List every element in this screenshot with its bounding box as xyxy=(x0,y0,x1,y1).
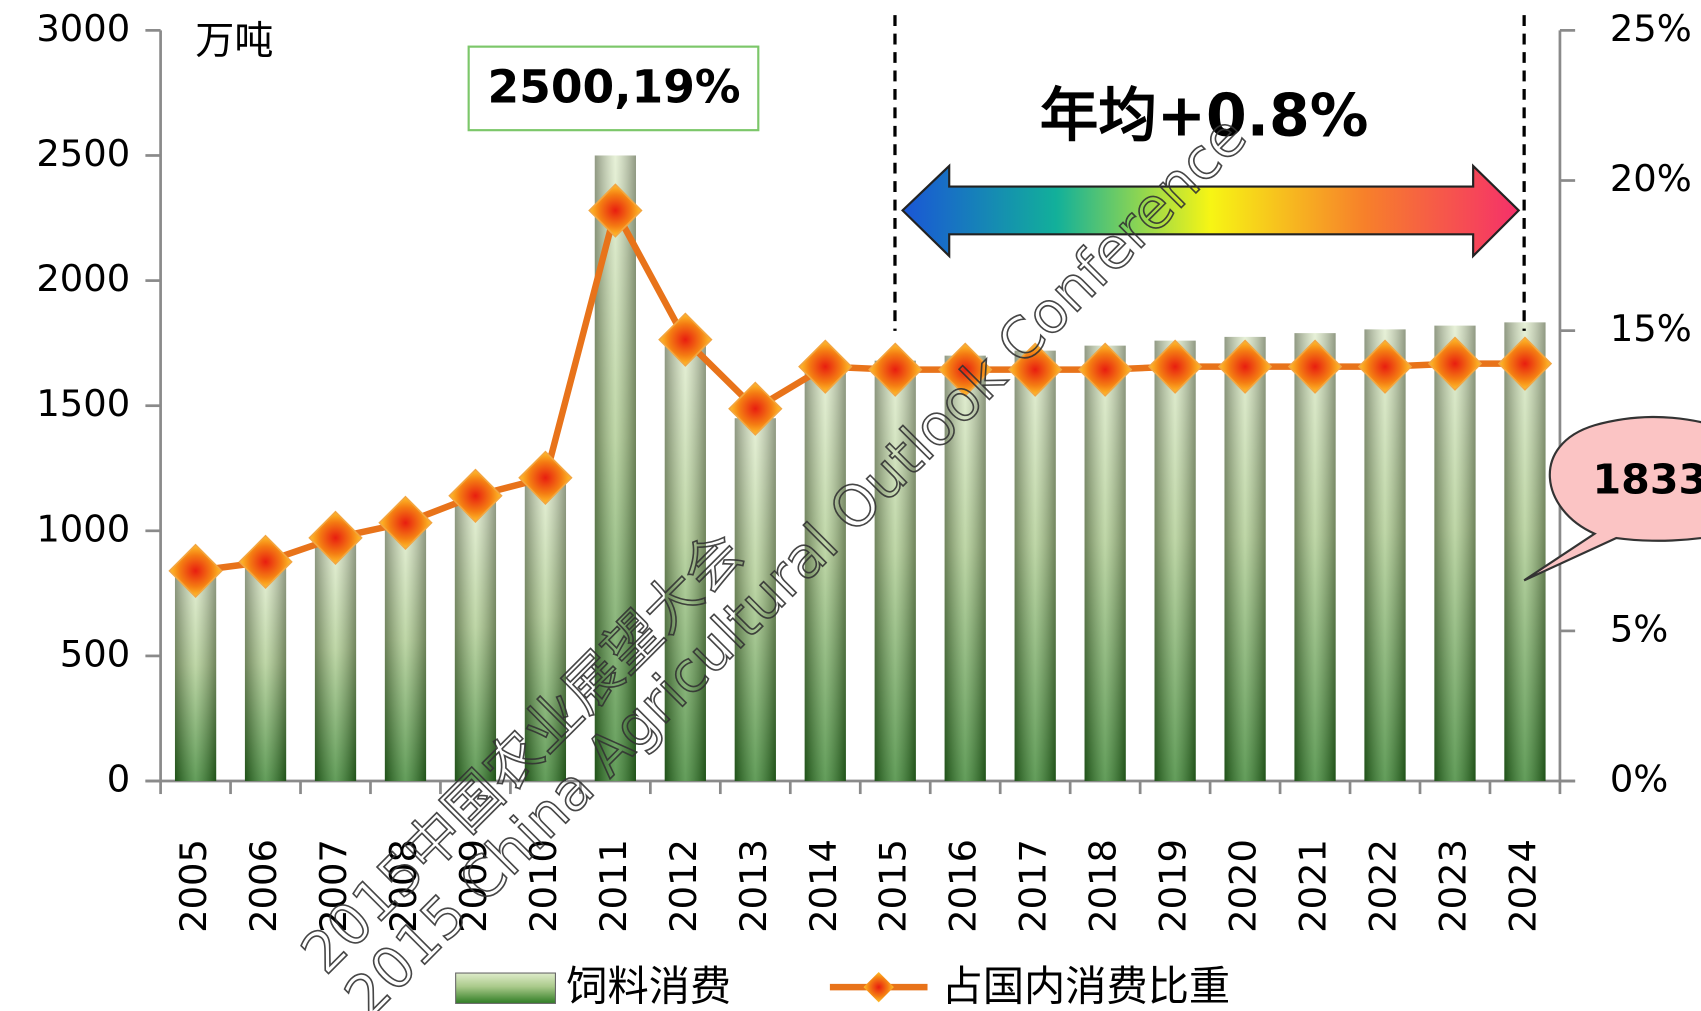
y-tick-label: 2000 xyxy=(36,257,130,300)
x-tick-label: 2008 xyxy=(382,839,425,933)
annotation: 年均+0.8% xyxy=(1040,81,1369,149)
range-arrow xyxy=(901,163,1521,259)
x-tick-label: 2021 xyxy=(1292,839,1335,933)
bar-shade xyxy=(944,355,986,782)
bar-shade xyxy=(734,418,776,782)
line-marker xyxy=(238,534,293,590)
line-marker xyxy=(868,342,923,397)
legend-label: 占国内消费比重 xyxy=(942,962,1231,1010)
x-tick-label: 2005 xyxy=(172,839,215,933)
annotation: 2500,19% xyxy=(487,61,740,114)
bar-shade xyxy=(804,365,846,782)
bar-shade xyxy=(1014,350,1056,782)
bar-shade xyxy=(454,500,497,782)
line-marker xyxy=(1217,339,1273,394)
legend-swatch xyxy=(455,972,556,1004)
line-marker xyxy=(1147,339,1203,394)
y-tick-label: 3000 xyxy=(36,7,130,50)
bar-shade xyxy=(524,480,567,782)
y2-tick-label: 5% xyxy=(1610,607,1669,650)
line-marker xyxy=(1357,339,1413,394)
annotation-box xyxy=(467,45,760,132)
line-marker xyxy=(1007,342,1063,397)
x-tick-label: 2020 xyxy=(1222,839,1265,933)
x-tick-label: 2013 xyxy=(732,839,775,933)
line-marker xyxy=(728,381,783,436)
legend: 饲料消费 占国内消费比重 xyxy=(455,962,1231,1010)
x-tick-label: 2014 xyxy=(802,839,845,933)
x-tick-label: 2018 xyxy=(1082,839,1125,933)
x-tick-label: 2022 xyxy=(1362,839,1405,933)
line-marker xyxy=(378,495,433,550)
line-marker xyxy=(588,183,643,238)
bar-shade xyxy=(874,360,916,782)
line-marker xyxy=(798,339,853,394)
line-marker xyxy=(938,342,993,397)
x-tick-label: 2024 xyxy=(1501,839,1544,933)
bar-shade xyxy=(1364,329,1406,782)
bar-shade xyxy=(1084,345,1126,782)
line-marker xyxy=(1427,336,1483,391)
y-tick-label: 0 xyxy=(107,758,130,801)
line-marker xyxy=(518,450,573,505)
bar-shade xyxy=(1294,333,1336,782)
x-tick-label: 2017 xyxy=(1012,839,1055,933)
x-tick-label: 2023 xyxy=(1431,839,1474,933)
x-tick-label: 2009 xyxy=(452,839,495,933)
plot-area: 0500100015002000250030000%5%10%15%20%25%… xyxy=(36,7,1691,933)
y-tick-label: 1000 xyxy=(36,507,130,550)
x-tick-label: 2016 xyxy=(942,839,985,933)
line-marker xyxy=(308,510,363,566)
x-tick-label: 2006 xyxy=(242,839,285,933)
line-marker xyxy=(1497,336,1553,391)
line-marker xyxy=(1077,342,1133,397)
x-tick-label: 2015 xyxy=(872,839,915,933)
bar-shade xyxy=(314,543,357,782)
bar-shade xyxy=(1154,340,1196,782)
x-tick-label: 2012 xyxy=(662,839,705,933)
y2-tick-label: 25% xyxy=(1610,7,1692,50)
x-tick-label: 2011 xyxy=(592,839,635,933)
bar-shade xyxy=(244,565,287,782)
y-tick-label: 2500 xyxy=(36,132,130,175)
axis-unit: 万吨 xyxy=(195,19,273,64)
bar-shade xyxy=(174,569,217,782)
line-marker xyxy=(658,312,713,367)
x-tick-label: 2007 xyxy=(312,839,355,933)
bar-shade xyxy=(1504,322,1546,782)
y2-tick-label: 20% xyxy=(1610,157,1692,200)
x-tick-label: 2019 xyxy=(1152,839,1195,933)
line-marker xyxy=(1287,339,1343,394)
bar-shade xyxy=(384,523,427,782)
x-tick-label: 2010 xyxy=(522,839,565,933)
bar-shade xyxy=(1224,336,1266,782)
legend-swatch xyxy=(863,971,894,1003)
line-marker xyxy=(168,543,223,599)
y-tick-label: 500 xyxy=(60,632,130,675)
line-marker xyxy=(448,468,503,523)
y2-tick-label: 0% xyxy=(1610,758,1669,801)
bar-shade xyxy=(1434,325,1476,782)
y2-tick-label: 15% xyxy=(1610,307,1692,350)
bar-shade xyxy=(664,343,706,782)
y-tick-label: 1500 xyxy=(36,382,130,425)
legend-label: 饲料消费 xyxy=(566,962,731,1010)
annotation: 1833 xyxy=(1592,456,1701,504)
callout xyxy=(1523,415,1701,582)
